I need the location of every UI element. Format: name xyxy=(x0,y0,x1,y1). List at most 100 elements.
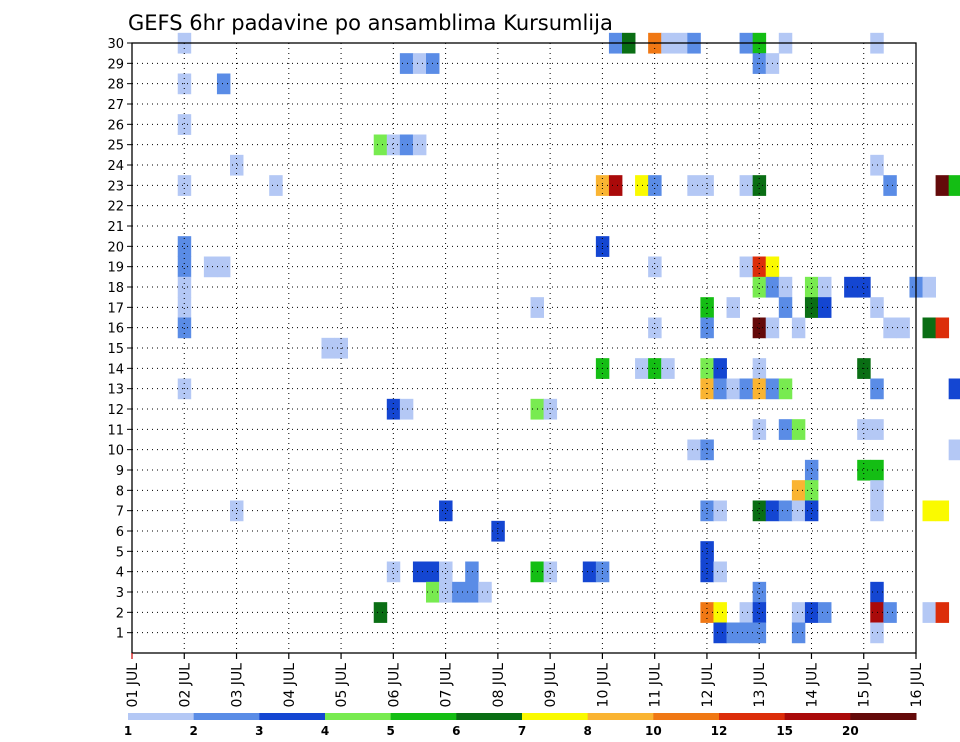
precip-cell xyxy=(752,500,767,522)
y-tick-label: 15 xyxy=(107,342,124,357)
precip-cell xyxy=(230,154,244,176)
x-tick-label: 07 JUL xyxy=(439,663,455,708)
y-tick-label: 16 xyxy=(107,322,124,337)
y-tick-label: 19 xyxy=(107,261,124,276)
x-tick-label: 11 JUL xyxy=(648,663,664,708)
precip-cell xyxy=(177,256,192,278)
colorbar-label: 3 xyxy=(255,724,263,738)
precip-cell xyxy=(948,439,960,461)
y-tick-label: 3 xyxy=(116,586,124,601)
y-tick-label: 8 xyxy=(116,484,124,499)
y-tick-label: 7 xyxy=(116,505,124,520)
precip-cell xyxy=(804,500,819,522)
precip-cell xyxy=(948,378,960,400)
precip-cell xyxy=(687,175,701,196)
y-axis: 1234567891011121314151617181920212223242… xyxy=(107,37,132,642)
precip-cell xyxy=(478,581,492,603)
colorbar-swatch xyxy=(128,713,195,720)
precip-cell xyxy=(726,378,740,400)
precip-cell xyxy=(935,317,950,339)
precip-cell xyxy=(818,276,832,298)
colorbar-label: 1 xyxy=(124,724,132,738)
colorbar-swatch xyxy=(653,713,720,720)
precip-cell xyxy=(883,317,897,339)
x-tick-label: 08 JUL xyxy=(491,663,507,708)
y-tick-label: 4 xyxy=(116,566,124,581)
y-tick-label: 5 xyxy=(116,545,124,560)
y-tick-label: 2 xyxy=(116,606,124,621)
precip-cell xyxy=(739,256,754,278)
x-tick-label: 10 JUL xyxy=(595,663,611,708)
y-tick-label: 27 xyxy=(107,98,124,113)
colorbar-label: 4 xyxy=(321,724,329,738)
precip-cell xyxy=(791,480,806,501)
colorbar: 1 2 3 4 5 6 7 8 10 12 15 20 xyxy=(124,713,917,738)
colorbar-swatch xyxy=(587,713,654,720)
precip-cell xyxy=(752,622,767,644)
y-tick-label: 6 xyxy=(116,525,124,540)
y-tick-label: 26 xyxy=(107,118,124,133)
precip-cell xyxy=(399,398,414,420)
precip-cell xyxy=(804,297,819,318)
colorbar-label: 6 xyxy=(452,724,460,738)
precip-cell xyxy=(230,500,244,522)
precip-cell xyxy=(203,256,218,278)
precip-cell xyxy=(543,561,558,583)
y-tick-label: 21 xyxy=(107,220,124,235)
y-tick-label: 11 xyxy=(107,423,124,438)
precip-cell xyxy=(399,134,414,156)
precip-cell xyxy=(883,602,897,623)
precip-cell xyxy=(465,561,479,583)
precip-cell xyxy=(935,500,950,522)
precip-cell xyxy=(543,398,558,420)
precip-cell xyxy=(857,459,871,481)
precip-cell xyxy=(922,602,936,623)
precip-cell xyxy=(752,317,767,339)
precip-cell xyxy=(935,175,950,196)
precip-cell xyxy=(439,581,453,603)
precip-cell xyxy=(452,581,466,603)
precip-cell xyxy=(778,378,793,400)
precip-cell xyxy=(373,602,388,623)
precip-cell xyxy=(648,317,662,339)
precip-cell xyxy=(687,439,701,461)
colorbar-swatch xyxy=(259,713,326,720)
precip-cell xyxy=(399,53,414,74)
precip-cell xyxy=(818,602,832,623)
precip-cell xyxy=(804,276,819,298)
x-tick-label: 14 JUL xyxy=(804,663,820,708)
precip-cell xyxy=(177,317,192,339)
x-axis: 01 JUL 02 JUL 03 JUL 04 JUL 05 JUL 06 JUL 07 J… xyxy=(125,653,925,707)
precip-cell xyxy=(269,175,283,196)
precip-cell xyxy=(439,561,453,583)
precip-cell xyxy=(752,276,767,298)
precip-cell xyxy=(216,256,231,278)
y-tick-label: 23 xyxy=(107,179,124,194)
precip-cell xyxy=(635,358,649,379)
precip-cell xyxy=(608,175,623,196)
precip-cell xyxy=(922,317,936,339)
x-tick-label: 04 JUL xyxy=(282,663,298,708)
x-tick-label: 09 JUL xyxy=(543,663,559,708)
precip-cell xyxy=(177,276,192,298)
precip-cell xyxy=(922,500,936,522)
precip-cell xyxy=(713,378,727,400)
precip-cell xyxy=(412,53,427,74)
precip-cell xyxy=(321,337,335,359)
precip-cell xyxy=(177,114,192,135)
y-tick-label: 17 xyxy=(107,301,124,316)
precip-cell xyxy=(412,561,427,583)
precip-cell xyxy=(791,317,806,339)
precip-cell xyxy=(739,175,754,196)
precip-cell xyxy=(177,297,192,318)
precip-cell xyxy=(739,378,754,400)
x-tick-label: 06 JUL xyxy=(386,663,402,708)
colorbar-label: 20 xyxy=(842,724,859,738)
x-tick-label: 15 JUL xyxy=(857,663,873,708)
x-tick-label: 12 JUL xyxy=(700,663,716,708)
y-tick-label: 29 xyxy=(107,57,124,72)
precip-cell xyxy=(752,256,767,278)
precip-cell xyxy=(844,276,858,298)
colorbar-label: 10 xyxy=(645,724,662,738)
